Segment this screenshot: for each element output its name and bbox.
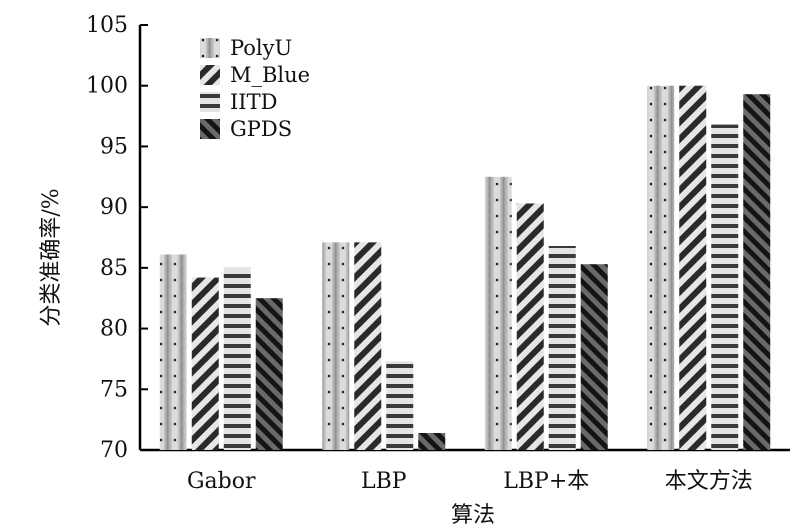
bar-gpds-2 (580, 264, 608, 450)
x-axis-title: 算法 (451, 503, 495, 528)
legend-swatch-polyu (200, 38, 220, 58)
y-tick-label: 95 (100, 134, 128, 159)
bar-polyu-2 (484, 176, 512, 451)
legend-swatch-iitd (200, 92, 220, 112)
x-category-label: 本文方法 (665, 469, 753, 494)
bar-polyu-0 (159, 254, 187, 450)
y-tick-label: 85 (100, 256, 128, 281)
bar-gpds-1 (418, 433, 446, 450)
bar-iitd-0 (223, 267, 251, 450)
y-tick-label: 105 (86, 13, 128, 38)
x-category-label: LBP (361, 469, 407, 494)
y-axis-title: 分类准确率/% (39, 188, 64, 326)
bar-m-blue-0 (191, 277, 219, 450)
y-tick-label: 70 (100, 438, 128, 463)
legend-swatch-m-blue (200, 65, 220, 85)
x-category-label: LBP+本 (503, 469, 589, 494)
y-tick-label: 75 (100, 377, 128, 402)
legend-label: GPDS (230, 117, 292, 141)
legend-label: IITD (230, 90, 277, 114)
bar-polyu-1 (322, 242, 350, 450)
bar-gpds-3 (743, 94, 771, 450)
bar-gpds-0 (255, 298, 283, 450)
y-tick-label: 90 (100, 195, 128, 220)
bar-m-blue-3 (679, 85, 707, 450)
bar-iitd-1 (386, 361, 414, 450)
bar-iitd-2 (548, 246, 576, 450)
y-tick-label: 80 (100, 317, 128, 342)
x-category-label: Gabor (187, 469, 256, 494)
bar-iitd-3 (711, 124, 739, 451)
legend-label: M_Blue (230, 63, 310, 87)
legend-swatch-gpds (200, 119, 220, 139)
legend: PolyU M_Blue IITD GPDS (200, 36, 310, 141)
bar-polyu-3 (647, 85, 675, 450)
legend-label: PolyU (230, 36, 292, 60)
bar-m-blue-2 (516, 203, 544, 450)
y-tick-label: 100 (86, 74, 128, 99)
bar-m-blue-1 (354, 242, 382, 450)
bars-group (159, 85, 771, 451)
